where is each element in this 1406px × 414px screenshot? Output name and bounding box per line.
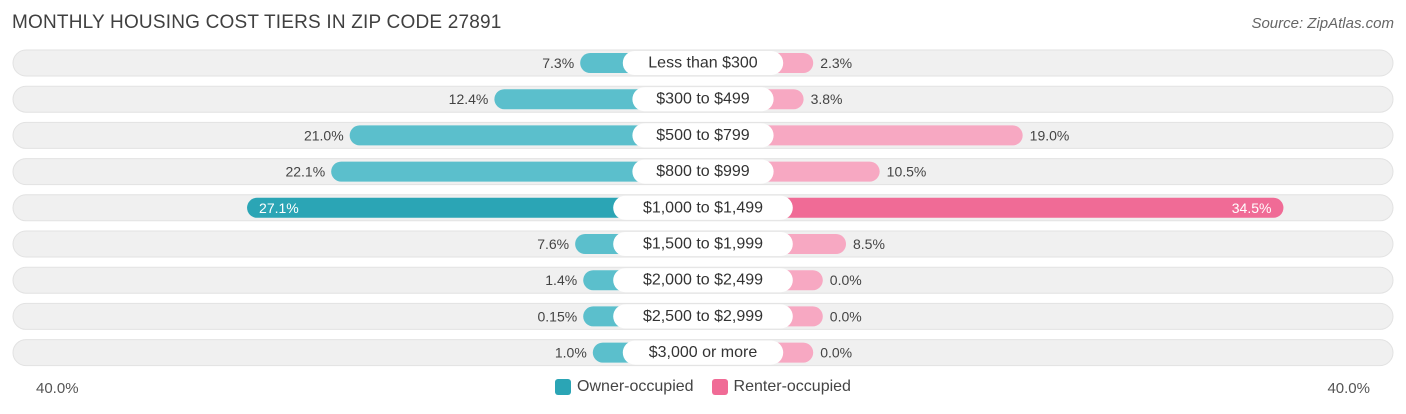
chart-row: 0.15% 0.0% $2,500 to $2,999 [12,302,1394,330]
legend-label-owner: Owner-occupied [577,378,694,395]
value-label-owner: 7.3% [542,55,574,71]
category-pill [622,51,784,75]
category-pill [613,232,793,256]
value-label-owner: 12.4% [449,91,489,107]
category-pill [632,87,774,112]
source-credit: Source: ZipAtlas.com [1251,15,1394,32]
category-label: $800 to $999 [656,163,750,180]
category-label: $1,500 to $1,999 [643,236,763,253]
value-label-owner: 1.4% [545,272,577,288]
category-label: $3,000 or more [649,344,758,361]
value-label-owner: 27.1% [259,200,299,216]
legend: Owner-occupied Renter-occupied [0,378,1406,396]
legend-item-renter[interactable]: Renter-occupied [711,378,851,396]
chart-row: 21.0% 19.0% $500 to $799 [12,121,1394,149]
chart-row: 22.1% 10.5% $800 to $999 [12,158,1394,186]
value-label-renter: 3.8% [811,91,843,107]
chart-row: 27.1% 34.5% $1,000 to $1,499 [12,194,1394,222]
value-label-owner: 22.1% [285,164,325,180]
value-label-owner: 1.0% [555,345,587,361]
axis-right-label: 40.0% [1327,380,1370,397]
category-label: $300 to $499 [656,91,750,108]
category-pill [622,340,784,365]
value-label-renter: 10.5% [887,164,927,180]
value-label-owner: 7.6% [537,236,569,252]
value-label-renter: 34.5% [1232,200,1272,216]
legend-item-owner[interactable]: Owner-occupied [555,378,694,396]
value-label-owner: 0.15% [537,308,577,324]
bar-renter[interactable] [703,197,1284,218]
category-pill [613,268,793,293]
axis-left-label: 40.0% [36,380,79,397]
bar-owner[interactable] [349,125,703,146]
category-pill [613,195,793,220]
value-label-renter: 8.5% [853,236,885,252]
chart-row: 7.6% 8.5% $1,500 to $1,999 [12,230,1394,258]
value-label-owner: 21.0% [304,127,344,143]
bar-owner[interactable] [247,197,704,218]
value-label-renter: 0.0% [820,345,852,361]
value-label-renter: 0.0% [830,308,862,324]
category-label: $1,000 to $1,499 [643,199,763,216]
value-label-renter: 2.3% [820,55,852,71]
chart-row: 7.3% 2.3% Less than $300 [12,49,1394,77]
category-label: $2,500 to $2,999 [643,308,763,325]
bar-renter[interactable] [703,125,1023,146]
category-label: $500 to $799 [656,127,750,144]
bar-owner[interactable] [331,161,703,182]
category-label: Less than $300 [648,55,758,72]
legend-swatch-owner [555,379,572,395]
legend-swatch-renter [711,379,728,395]
category-label: $2,000 to $2,499 [643,272,763,289]
chart-row: 1.0% 0.0% $3,000 or more [12,339,1394,367]
chart-title: MONTHLY HOUSING COST TIERS IN ZIP CODE 2… [12,12,502,33]
category-pill [632,159,774,184]
category-pill [613,304,793,329]
legend-label-renter: Renter-occupied [733,378,851,395]
chart-row: 1.4% 0.0% $2,000 to $2,499 [12,266,1394,294]
value-label-renter: 0.0% [830,272,862,288]
value-label-renter: 19.0% [1030,127,1070,143]
category-pill [632,123,774,148]
chart-row: 12.4% 3.8% $300 to $499 [12,85,1394,113]
